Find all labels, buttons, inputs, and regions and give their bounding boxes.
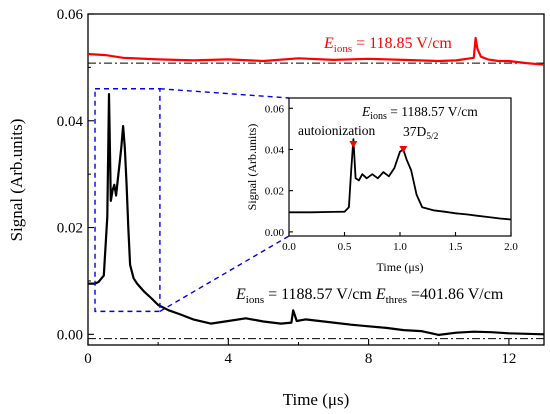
inset-x-ticks: 0.0 0.5 1.0 1.5 2.0 xyxy=(282,232,518,253)
inset-plot-frame xyxy=(288,97,512,237)
main-x-tick-label: 4 xyxy=(225,351,233,367)
inset-annotation-rydberg: 37D5/2 xyxy=(403,124,439,142)
inset-x-axis-title: Time (μs) xyxy=(377,260,424,274)
inset-x-tick-label: 0.5 xyxy=(338,241,352,253)
series-red-line xyxy=(87,36,545,66)
main-x-tick-label: 8 xyxy=(365,351,373,367)
inset-y-tick-label: 0.06 xyxy=(265,103,285,115)
main-x-ticks: 0 4 8 12 xyxy=(84,339,516,367)
main-y-ticks: 0.00 0.02 0.04 0.06 xyxy=(57,7,94,343)
inset-series-black-line xyxy=(289,138,512,221)
inset-plot: 0.0 0.5 1.0 1.5 2.0 0.00 0.02 0.04 0.06 Eions =… xyxy=(245,97,518,274)
inset-y-tick-label: 0.02 xyxy=(265,186,284,198)
series-black-line xyxy=(88,92,545,336)
main-y-tick-label: 0.06 xyxy=(57,7,84,23)
inset-x-tick-label: 1.0 xyxy=(393,241,407,253)
main-plot-frame xyxy=(87,13,545,346)
inset-x-tick-label: 0.0 xyxy=(282,241,296,253)
inset-x-tick-label: 2.0 xyxy=(504,241,518,253)
main-y-axis-title: Signal (Arb.units) xyxy=(7,119,26,242)
inset-y-tick-label: 0.04 xyxy=(265,144,285,156)
main-y-tick-label: 0.04 xyxy=(57,114,84,130)
main-x-tick-label: 12 xyxy=(501,351,516,367)
zoom-box xyxy=(94,88,161,313)
inset-x-tick-label: 1.5 xyxy=(449,241,463,253)
zoom-connector-top xyxy=(159,88,290,99)
inset-annotation-field: Eions = 1188.57 V/cm xyxy=(361,104,478,122)
main-x-tick-label: 0 xyxy=(84,351,92,367)
annotation-black-field: Eions = 1188.57 V/cm Ethres =401.86 V/cm xyxy=(235,286,504,306)
autoionization-marker xyxy=(349,141,358,148)
main-x-axis-title: Time (μs) xyxy=(283,390,350,409)
inset-annotation-autoionization: autoionization xyxy=(298,123,375,138)
main-y-tick-label: 0.00 xyxy=(57,327,83,343)
inset-y-tick-label: 0.00 xyxy=(265,227,285,239)
main-y-tick-label: 0.02 xyxy=(57,221,83,237)
main-plot: 0 4 8 12 0.00 0.02 0.04 0.06 Eions = 118.85 V/… xyxy=(7,7,545,409)
annotation-red-field: Eions = 118.85 V/cm xyxy=(323,35,452,55)
zoom-connector-bottom xyxy=(159,235,290,312)
inset-y-ticks: 0.00 0.02 0.04 0.06 xyxy=(265,103,293,239)
rydberg-marker xyxy=(399,146,408,153)
inset-y-axis-title: Signal (Arb.units) xyxy=(245,124,259,211)
